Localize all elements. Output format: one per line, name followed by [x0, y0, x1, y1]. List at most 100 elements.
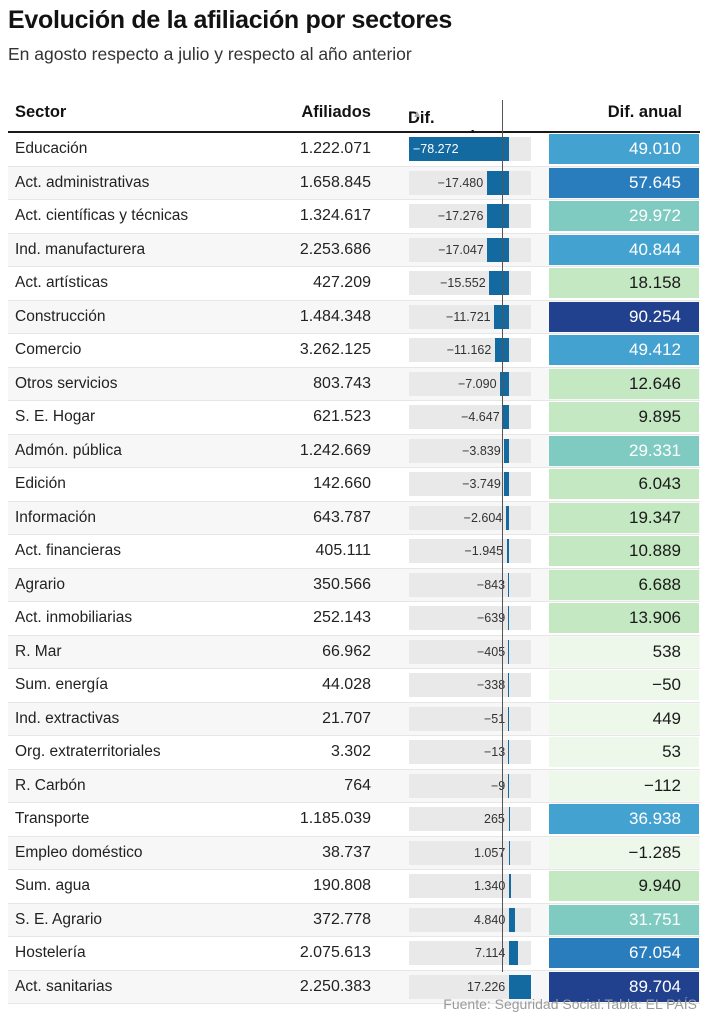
dif-mensual-label: −78.272	[413, 142, 459, 156]
dif-mensual-cell: −338	[409, 673, 531, 697]
sector-name: Empleo doméstico	[15, 843, 143, 861]
dif-anual-value: 29.331	[629, 440, 681, 460]
dif-mensual-label: −338	[477, 678, 506, 692]
dif-anual-cell: 31.751	[549, 904, 699, 935]
dif-mensual-track	[409, 371, 531, 396]
dif-anual-value: 53	[662, 742, 681, 761]
afiliados-value: 427.209	[313, 274, 371, 291]
afiliados-value: 2.253.686	[299, 240, 371, 258]
dif-anual-value: 49.010	[629, 139, 681, 158]
sector-name: S. E. Agrario	[15, 910, 103, 928]
header-sector[interactable]: Sector	[15, 103, 67, 121]
dif-mensual-track	[409, 472, 531, 496]
afiliados-value: 764	[344, 776, 371, 794]
dif-anual-cell: 12.646	[549, 368, 699, 399]
dif-anual-value: 49.412	[629, 340, 681, 359]
dif-mensual-bar	[508, 673, 509, 697]
dif-mensual-cell: −3.749	[409, 472, 531, 496]
sector-name: S. E. Hogar	[15, 408, 96, 425]
dif-mensual-track	[409, 271, 531, 295]
table-row: Act. administrativas 1.658.845 −17.480 57.6…	[8, 166, 700, 200]
dif-anual-value: 57.645	[629, 172, 681, 192]
dif-mensual-cell: −17.480	[409, 170, 531, 195]
dif-mensual-bar	[509, 874, 511, 898]
afiliados-value: 1.658.845	[299, 173, 371, 191]
dif-mensual-label: −7.090	[457, 376, 497, 391]
dif-mensual-cell: 265	[409, 807, 531, 831]
dif-anual-value: 6.688	[638, 574, 681, 594]
dif-mensual-label: 4.840	[474, 912, 506, 927]
dif-mensual-cell: −9	[409, 773, 531, 798]
dif-mensual-track	[409, 572, 531, 597]
dif-mensual-track	[409, 170, 531, 195]
dif-mensual-cell: −51	[409, 706, 531, 731]
table-row: R. Mar 66.962 −405 538	[8, 635, 700, 669]
table-row: Act. artísticas 427.209 −15.552 18.158	[8, 267, 700, 301]
mensual-zero-line	[502, 100, 503, 972]
dif-mensual-track	[409, 438, 531, 463]
dif-mensual-cell: −78.272	[409, 137, 531, 161]
afiliados-value: 372.778	[313, 910, 371, 928]
sort-ascending-icon[interactable]: ▲	[412, 109, 422, 120]
dif-mensual-cell: −17.047	[409, 237, 531, 262]
afiliados-value: 3.302	[330, 743, 371, 760]
dif-anual-value: 6.043	[638, 474, 681, 493]
afiliados-value: 21.707	[322, 709, 371, 727]
dif-anual-cell: 19.347	[549, 502, 699, 533]
dif-mensual-cell: −405	[409, 639, 531, 664]
dif-anual-cell: 6.043	[549, 469, 699, 499]
dif-mensual-label: −639	[477, 611, 506, 625]
sector-name: Act. administrativas	[15, 173, 150, 191]
table-row: Act. financieras 405.111 −1.945 10.889	[8, 535, 700, 569]
dif-mensual-label: 265	[484, 812, 505, 826]
dif-mensual-label: −9	[491, 778, 506, 793]
dif-anual-cell: 449	[549, 703, 699, 734]
dif-mensual-track	[409, 639, 531, 664]
dif-mensual-label: −405	[477, 644, 506, 659]
dif-mensual-track	[409, 807, 531, 831]
table-header: Sector Afiliados Dif. mensual▲ Dif. anua…	[8, 97, 700, 146]
afiliados-value: 350.566	[313, 575, 371, 593]
dif-mensual-bar	[499, 371, 509, 396]
afiliados-value: 44.028	[322, 676, 371, 693]
dif-mensual-cell: −17.276	[409, 204, 531, 228]
afiliados-value: 803.743	[313, 374, 371, 392]
afiliados-value: 2.250.383	[299, 977, 371, 995]
table-row: Act. sanitarias 2.250.383 17.226 89.704	[8, 970, 700, 1004]
dif-mensual-track	[409, 237, 531, 262]
dif-mensual-cell: 17.226	[409, 974, 531, 999]
dif-mensual-bar	[486, 170, 509, 195]
sector-name: Act. científicas y técnicas	[15, 207, 189, 224]
dif-anual-cell: 40.844	[549, 234, 699, 265]
table-row: R. Carbón 764 −9 −112	[8, 769, 700, 803]
dif-anual-value: 90.254	[629, 306, 681, 326]
dif-mensual-bar	[509, 974, 531, 999]
dif-anual-value: −112	[643, 775, 681, 795]
header-afiliados[interactable]: Afiliados	[301, 103, 371, 121]
dif-mensual-cell: −15.552	[409, 271, 531, 295]
dif-anual-cell: 49.412	[549, 335, 699, 365]
chart-title: Evolución de la afiliación por sectores	[8, 6, 452, 34]
dif-mensual-bar	[508, 639, 509, 664]
sector-name: R. Carbón	[15, 776, 86, 794]
dif-mensual-bar	[504, 472, 509, 496]
table-row: Hostelería 2.075.613 7.114 67.054	[8, 937, 700, 971]
table-row: Otros servicios 803.743 −7.090 12.646	[8, 367, 700, 401]
dif-mensual-bar	[507, 572, 509, 597]
sector-name: Información	[15, 508, 96, 526]
sector-name: Act. artísticas	[15, 274, 109, 291]
dif-mensual-bar	[505, 505, 509, 530]
dif-mensual-cell: −7.090	[409, 371, 531, 396]
afiliados-value: 190.808	[313, 877, 371, 894]
table-row: Sum. energía 44.028 −338 −50	[8, 669, 700, 703]
dif-mensual-cell: −639	[409, 606, 531, 630]
dif-mensual-cell: 7.114	[409, 941, 531, 965]
sector-name: Sum. energía	[15, 676, 109, 693]
table-row: Ind. manufacturera 2.253.686 −17.047 40.844	[8, 233, 700, 267]
afiliados-value: 643.787	[313, 508, 371, 526]
dif-mensual-label: 1.057	[474, 845, 506, 860]
table-body: Educación 1.222.071 −78.272 49.010 Act. admi…	[8, 133, 700, 1004]
header-dif-anual[interactable]: Dif. anual	[607, 103, 682, 121]
afiliados-value: 2.075.613	[299, 944, 371, 961]
dif-mensual-label: −13	[484, 745, 506, 759]
